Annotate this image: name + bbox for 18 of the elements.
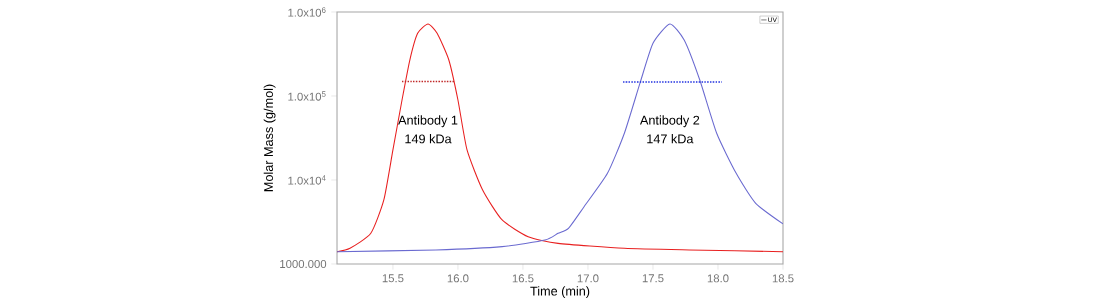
y-tick-label: 1.0x10$^{4}$: [288, 175, 326, 185]
x-tick-label: 18.0: [707, 274, 729, 283]
annotation: 147 kDa: [647, 134, 694, 144]
annotation: 149 kDa: [405, 134, 452, 144]
y-tick-label: 1000.000: [280, 259, 327, 268]
y-tick-label: 1.0x10$^{6}$: [288, 7, 326, 17]
y-axis-title: Molar Mass (g/mol): [263, 84, 276, 192]
y-tick-label: 1.0x10$^{5}$: [288, 91, 326, 101]
x-tick-label: 16.0: [447, 274, 469, 283]
x-tick-label: 15.5: [382, 274, 404, 283]
x-tick-label: 16.5: [512, 274, 534, 283]
annotation: Antibody 2: [639, 115, 700, 128]
x-tick-label: 18.5: [772, 274, 794, 283]
line-series: [337, 23, 783, 253]
x-tick-label: 17.5: [642, 274, 664, 283]
annotation: Antibody 1: [398, 115, 458, 128]
x-axis-title: Time (min): [530, 286, 590, 299]
x-tick-label: 17.0: [577, 274, 599, 283]
